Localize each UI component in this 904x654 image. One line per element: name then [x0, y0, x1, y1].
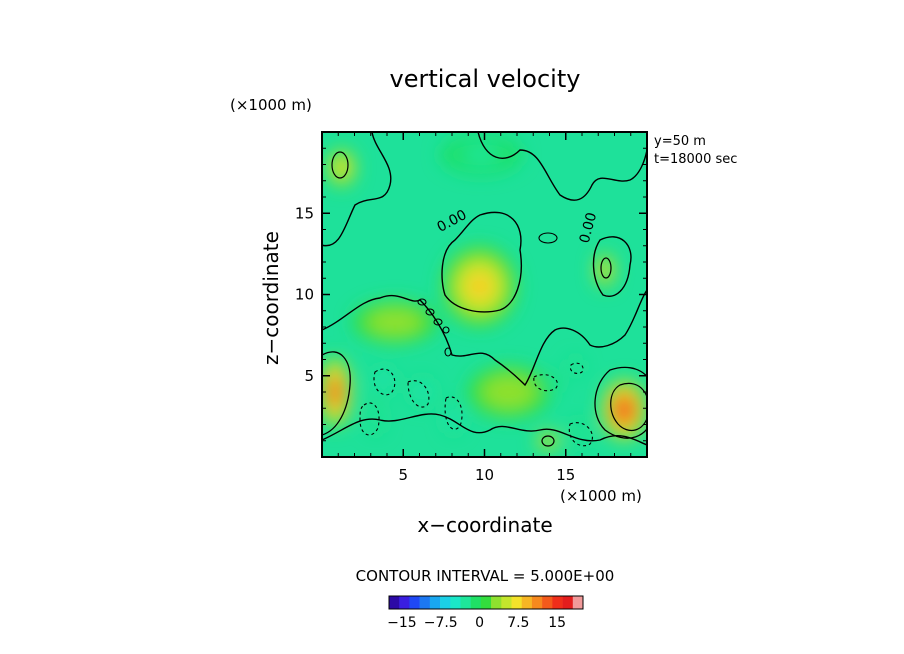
field-updraft-5 [326, 148, 357, 188]
contour-zero-east [592, 236, 632, 297]
contour-interval-text: CONTOUR INTERVAL = 5.000E+00 [356, 567, 615, 585]
colorbar-swatch-8 [470, 596, 482, 609]
contour-zero-west [322, 289, 647, 387]
colorbar-swatch-9 [480, 596, 492, 609]
colorbar-swatch-15 [542, 596, 553, 609]
chart-title: vertical velocity [390, 65, 581, 93]
contour-updraft-east-small [600, 257, 612, 279]
field-updraft-1 [322, 356, 352, 428]
colorbar-swatch-7 [460, 596, 471, 609]
field-updraft-2 [442, 245, 517, 327]
colorbar-swatch-0 [389, 596, 400, 609]
info-time: t=18000 sec [654, 152, 737, 167]
field-downdraft-12 [567, 357, 584, 375]
colorbar-swatch-5 [440, 596, 451, 609]
field-updraft-0 [601, 379, 647, 441]
colorbar-swatch-12 [511, 596, 523, 609]
colorbar-swatch-14 [531, 596, 543, 609]
colorbar-swatch-11 [501, 596, 512, 609]
x-axis-title: x−coordinate [417, 513, 552, 537]
colorbar-swatch-3 [419, 596, 431, 609]
x-unit-label: (×1000 m) [560, 487, 642, 505]
contour-updraft-west [322, 351, 351, 436]
colorbar-tick-label: 0 [475, 615, 484, 631]
contour-updraft-south-small [541, 435, 555, 447]
field-downdraft-6 [370, 367, 397, 394]
contour-updraft-east-inner [610, 382, 647, 432]
field-updraft-4 [536, 431, 560, 451]
y-axis-ticks: 5 10 15 [295, 147, 647, 442]
colorbar-swatch-4 [429, 596, 441, 609]
x-tick-label: 5 [398, 466, 408, 484]
contour-zero-northeast [477, 132, 647, 201]
colorbar-swatch-16 [552, 596, 563, 609]
contour-updraft-east-outer [594, 366, 647, 439]
field-downdraft-8 [411, 377, 435, 407]
contour-zero-south [322, 413, 647, 446]
y-unit-label: (×1000 m) [230, 96, 312, 114]
y-tick-label: 15 [295, 204, 314, 222]
y-axis-title: z−coordinate [259, 231, 283, 365]
colorbar-swatch-17 [562, 596, 574, 609]
x-tick-label: 15 [556, 466, 575, 484]
contour-zero-central [441, 211, 522, 313]
contour-lines [322, 132, 647, 447]
contour-label-1: 0.00 [577, 211, 601, 245]
field-weak-15 [468, 366, 550, 418]
colorbar-swatch-10 [491, 596, 502, 609]
contour-updraft-northwest [331, 151, 349, 179]
x-tick-label: 10 [475, 466, 494, 484]
colorbar-tick-label: −7.5 [424, 615, 458, 631]
colorbar-swatch-13 [521, 596, 533, 609]
colorbar-swatch-6 [450, 596, 461, 609]
colorbar-tick-label: 7.5 [507, 615, 529, 631]
x-axis-ticks: 5 10 15 [337, 132, 632, 484]
field-weak-14 [352, 301, 438, 344]
colorbar-swatch-2 [409, 596, 420, 609]
contour-small-loops [417, 232, 558, 357]
y-tick-label: 5 [304, 367, 314, 385]
info-y-position: y=50 m [654, 134, 706, 149]
colorbar-tick-label: −15 [387, 615, 417, 631]
colorbar-swatch-18 [572, 596, 584, 609]
contour-dashed-loops [359, 362, 593, 447]
y-tick-label: 10 [295, 286, 314, 304]
field-downdraft-11 [569, 419, 592, 446]
colorbar-tick-labels: −15 −7.5 0 7.5 15 [387, 615, 566, 631]
colorbar [388, 595, 584, 610]
field-weak-13 [440, 135, 522, 175]
colorbar-tick-label: 15 [548, 615, 566, 631]
field-updraft-3 [595, 252, 615, 288]
contour-zero-north [322, 132, 392, 247]
colorbar-frame [388, 595, 584, 610]
colorbar-swatch-1 [399, 596, 410, 609]
